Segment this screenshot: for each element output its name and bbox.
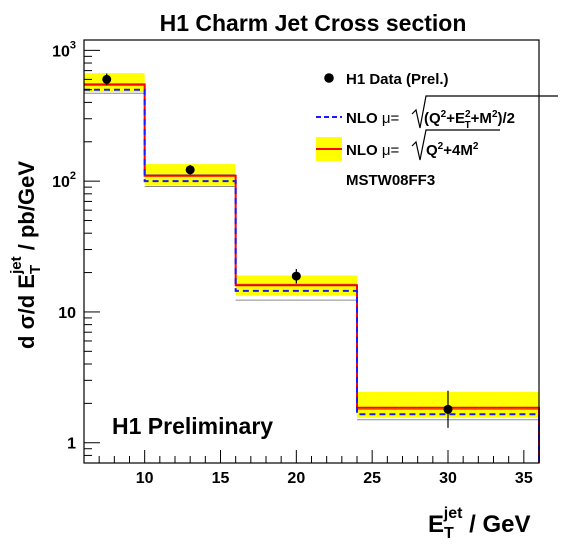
y-tick-label-10: 10 bbox=[58, 305, 76, 322]
legend-sqrt-sign-solid bbox=[411, 129, 500, 161]
axes: 10 15 20 25 30 35 1 10 102 103 bbox=[52, 39, 540, 487]
x-tick-label-15: 15 bbox=[212, 470, 230, 487]
y-axis-title: d σ/d ETjet / pb/GeV bbox=[8, 161, 44, 349]
y-tick-label-1: 1 bbox=[67, 436, 76, 453]
annotation-h1-preliminary: H1 Preliminary bbox=[112, 413, 273, 439]
yellow-band-bin-1 bbox=[84, 73, 145, 93]
data-point-4 bbox=[443, 404, 453, 414]
data-point-2 bbox=[185, 165, 195, 175]
x-tick-label-20: 20 bbox=[287, 470, 305, 487]
x-tick-label-10: 10 bbox=[136, 470, 154, 487]
legend-note-pdf: MSTW08FF3 bbox=[346, 172, 435, 189]
theory-lines bbox=[84, 83, 540, 463]
data-point-1 bbox=[102, 74, 112, 84]
chart-title: H1 Charm Jet Cross section bbox=[160, 10, 467, 36]
svg-text:ETjet / GeV: ETjet / GeV bbox=[428, 505, 531, 542]
legend-marker-data bbox=[324, 73, 334, 83]
legend-sqrt-sign-dashed bbox=[411, 95, 558, 129]
legend-formula-solid: Q2+4M2 bbox=[426, 141, 479, 159]
x-axis-title: ETjet / GeV bbox=[428, 505, 531, 542]
x-tick-label-30: 30 bbox=[439, 470, 457, 487]
y-tick-label-100: 102 bbox=[52, 170, 76, 191]
data-point-3 bbox=[291, 271, 301, 281]
data-points bbox=[102, 73, 453, 428]
y-tick-label-1000: 103 bbox=[52, 39, 76, 60]
legend-label-data: H1 Data (Prel.) bbox=[346, 71, 449, 88]
legend-label-nlo-dashed: NLO μ= bbox=[346, 110, 399, 127]
legend-formula-dashed: (Q2+E2 T+M2)/2 bbox=[424, 109, 515, 131]
nlo-blue-dashed-step-line bbox=[84, 88, 540, 463]
x-tick-label-35: 35 bbox=[515, 470, 533, 487]
legend-label-nlo-solid: NLO μ= bbox=[346, 142, 399, 159]
legend: H1 Data (Prel.) NLO μ= (Q2+E2 T+M2)/2 NLO… bbox=[316, 71, 558, 189]
svg-text:d σ/d ETjet / pb/GeV: d σ/d ETjet / pb/GeV bbox=[8, 161, 44, 349]
x-tick-label-25: 25 bbox=[363, 470, 381, 487]
